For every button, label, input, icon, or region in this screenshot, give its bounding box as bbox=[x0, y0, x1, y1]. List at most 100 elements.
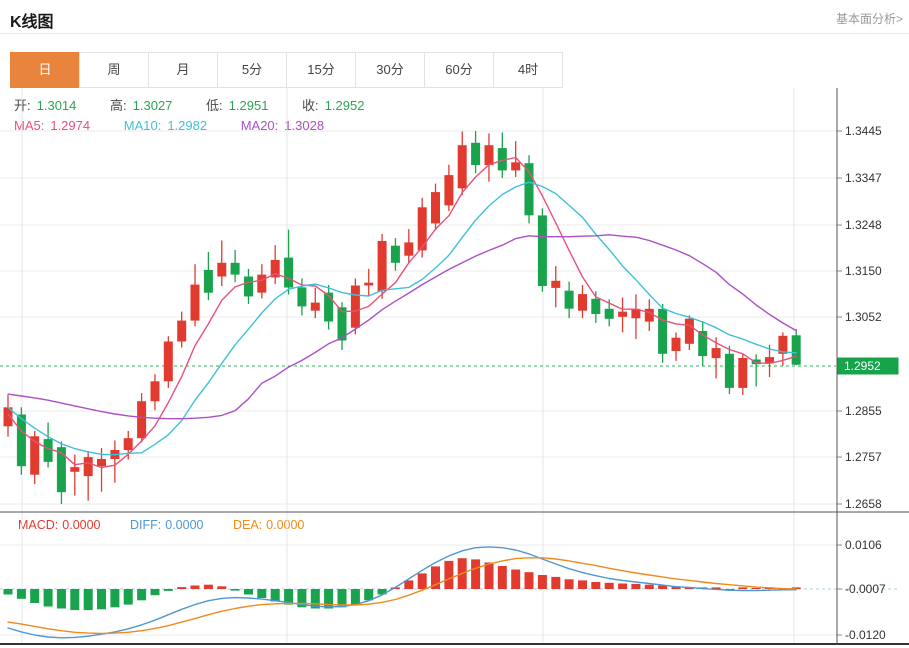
macd-bar bbox=[791, 587, 801, 589]
ma5-path bbox=[7, 156, 797, 469]
candle-body bbox=[724, 353, 734, 388]
period-tab-4[interactable]: 5分 bbox=[217, 52, 287, 88]
macd-bar bbox=[203, 584, 213, 589]
macd-y-tick: -0.0007 bbox=[845, 582, 886, 596]
period-tab-7[interactable]: 60分 bbox=[424, 52, 494, 88]
y-axis-ticks bbox=[836, 130, 842, 636]
macd-bar bbox=[658, 585, 668, 589]
macd-bar bbox=[43, 589, 53, 607]
candle-body bbox=[270, 259, 280, 278]
page-title: K线图 bbox=[10, 14, 54, 31]
macd-bar bbox=[591, 582, 601, 589]
candle-body bbox=[324, 292, 334, 322]
dea-line bbox=[7, 557, 797, 635]
candle-body bbox=[244, 276, 253, 297]
candle-body bbox=[310, 302, 320, 311]
macd-bar bbox=[217, 586, 227, 589]
macd-y-tick: -0.0120 bbox=[845, 628, 886, 642]
diff-label: DIFF: bbox=[130, 518, 162, 532]
period-tab-1[interactable]: 日 bbox=[10, 52, 80, 88]
candle-body bbox=[564, 290, 574, 309]
period-tab-2[interactable]: 周 bbox=[79, 52, 149, 88]
high-value: 1.3027 bbox=[132, 98, 173, 113]
period-tab-3[interactable]: 月 bbox=[148, 52, 218, 88]
macd-y-tick: 0.0106 bbox=[845, 538, 882, 552]
close-label: 收: bbox=[302, 98, 319, 113]
period-tab-8[interactable]: 4时 bbox=[493, 52, 563, 88]
candle-body bbox=[337, 307, 347, 341]
candle-body bbox=[431, 192, 440, 224]
candle-body bbox=[364, 282, 374, 286]
macd-legend: MACD: 0.0000 DIFF: 0.0000 DEA: 0.0000 bbox=[18, 518, 308, 532]
candle-body bbox=[684, 318, 694, 344]
close-value: 1.2952 bbox=[324, 98, 365, 113]
macd-bar bbox=[3, 589, 13, 595]
candle-body bbox=[390, 245, 400, 263]
y-tick: 1.2658 bbox=[845, 497, 882, 511]
y-axis-labels: 1.3445 1.3347 1.3248 1.3150 1.3052 1.285… bbox=[845, 124, 882, 511]
candle-body bbox=[604, 308, 614, 319]
macd-y-axis-labels: 0.0106 -0.0007 -0.0120 bbox=[845, 538, 886, 642]
dea-value: 0.0000 bbox=[266, 518, 305, 532]
period-tab-bar: 日周月 5分 15分 30分 60分 4时 bbox=[10, 52, 563, 88]
ma20-label: MA20: bbox=[240, 118, 279, 133]
macd-bar bbox=[604, 582, 614, 589]
macd-bar bbox=[337, 589, 347, 608]
candle-body bbox=[671, 337, 681, 351]
macd-bar bbox=[230, 589, 240, 591]
macd-bar bbox=[644, 584, 654, 589]
macd-value: 0.0000 bbox=[62, 518, 101, 532]
macd-bar bbox=[324, 589, 334, 609]
candle-body bbox=[591, 298, 601, 314]
diff-line bbox=[7, 546, 797, 639]
candle-body bbox=[551, 280, 561, 288]
macd-bar bbox=[297, 589, 307, 608]
macd-bar bbox=[257, 589, 267, 598]
candle-body bbox=[738, 358, 748, 388]
ma20-line bbox=[7, 234, 797, 420]
candle-body bbox=[190, 284, 200, 321]
candle-body bbox=[618, 311, 628, 317]
y-tick: 1.3445 bbox=[845, 124, 882, 138]
period-tab-5[interactable]: 15分 bbox=[286, 52, 356, 88]
ma5-line bbox=[7, 156, 797, 469]
ma10-value: 1.2982 bbox=[167, 118, 208, 133]
macd-bar bbox=[30, 589, 40, 603]
macd-bar bbox=[751, 588, 761, 589]
candle-body bbox=[791, 335, 801, 365]
macd-bar bbox=[431, 566, 440, 589]
candle-body bbox=[70, 467, 80, 472]
low-value: 1.2951 bbox=[228, 98, 269, 113]
macd-bar bbox=[738, 587, 748, 589]
fundamental-analysis-link[interactable]: 基本面分析> bbox=[835, 12, 903, 26]
candle-body bbox=[778, 335, 788, 354]
y-tick: 1.2757 bbox=[845, 450, 882, 464]
macd-bar bbox=[177, 587, 187, 589]
candle-body bbox=[123, 438, 133, 451]
open-value: 1.3014 bbox=[36, 98, 77, 113]
y-tick: 1.3052 bbox=[845, 310, 882, 324]
dea-path bbox=[7, 557, 797, 635]
candle-body bbox=[471, 142, 481, 166]
ma20-value: 1.3028 bbox=[284, 118, 325, 133]
y-tick: 1.3150 bbox=[845, 264, 882, 278]
candle-body bbox=[257, 274, 267, 293]
candle-body bbox=[417, 207, 427, 251]
macd-bar bbox=[16, 589, 26, 599]
macd-bar bbox=[284, 589, 294, 605]
candle-body bbox=[524, 163, 534, 216]
candle-body bbox=[284, 257, 294, 288]
candle-body bbox=[537, 215, 547, 286]
period-tab-6[interactable]: 30分 bbox=[355, 52, 425, 88]
diff-path bbox=[7, 546, 797, 639]
candle-body bbox=[484, 145, 494, 166]
ma5-value: 1.2974 bbox=[50, 118, 91, 133]
ma10-label: MA10: bbox=[123, 118, 162, 133]
macd-bar bbox=[484, 562, 494, 589]
macd-bar bbox=[70, 589, 80, 611]
macd-bar bbox=[270, 589, 280, 602]
macd-bar bbox=[377, 589, 387, 595]
ma20-path bbox=[7, 234, 797, 420]
kline-chart[interactable]: 1.3445 1.3347 1.3248 1.3150 1.3052 1.285… bbox=[0, 88, 909, 648]
macd-bar bbox=[578, 580, 587, 589]
